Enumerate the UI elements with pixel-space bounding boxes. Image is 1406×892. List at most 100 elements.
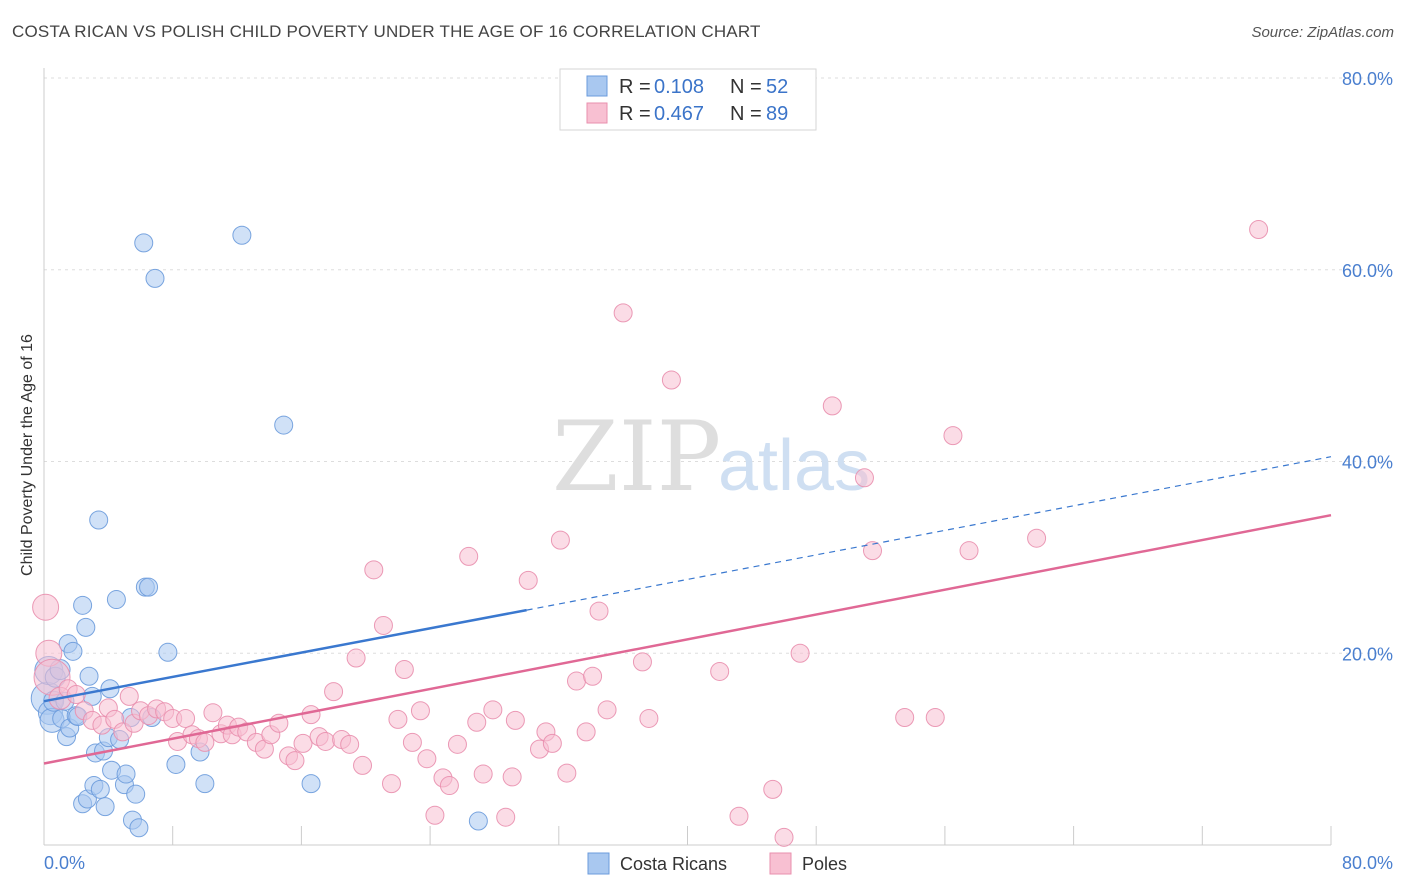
poles-point (1249, 219, 1269, 239)
y-tick-labels: 80.0% 60.0% 40.0% 20.0% (1342, 69, 1393, 664)
costa-ricans-point (274, 415, 294, 435)
poles-point (346, 648, 366, 668)
trend-lines (43, 456, 1332, 765)
source-attribution: Source: ZipAtlas.com (1251, 24, 1394, 41)
costa-ricans-point (126, 784, 146, 804)
bottom-legend-label-poles: Poles (802, 854, 847, 874)
poles-point (483, 700, 503, 720)
series-legend: Costa Ricans Poles (587, 852, 847, 875)
poles-point (925, 707, 945, 727)
legend-r-value-costa: 0.108 (654, 76, 704, 98)
poles-point (542, 733, 562, 753)
legend-n-label-costa: N = (730, 76, 762, 98)
poles-point (854, 468, 874, 488)
poles-point (459, 546, 479, 566)
costa-ricans-point (139, 577, 159, 597)
poles-trend-line (43, 513, 1332, 765)
poles-point (402, 732, 422, 752)
poles-point (425, 805, 445, 825)
poles-points (32, 219, 1269, 847)
poles-point (353, 755, 373, 775)
poles-point (661, 370, 681, 390)
poles-point (473, 764, 493, 784)
poles-point (863, 541, 883, 561)
x-tick-label-min: 0.0% (44, 853, 85, 873)
poles-point (203, 703, 223, 723)
poles-point (729, 806, 749, 826)
chart-title: COSTA RICAN VS POLISH CHILD POVERTY UNDE… (12, 22, 761, 41)
poles-point (943, 426, 963, 446)
costa-ricans-point (90, 779, 110, 799)
poles-point (496, 807, 516, 827)
legend-n-label-poles: N = (730, 103, 762, 125)
poles-point (639, 708, 659, 728)
costa-ricans-point (301, 774, 321, 794)
poles-point (301, 705, 321, 725)
bottom-legend-swatch-poles (769, 852, 792, 875)
legend-swatch-costa-ricans (586, 75, 608, 97)
legend-r-label-poles: R = (619, 103, 651, 125)
costa-ricans-point (95, 797, 115, 817)
poles-point (583, 666, 603, 686)
poles-point (576, 722, 596, 742)
costa-ricans-point (63, 641, 83, 661)
grid-lines (44, 77, 1394, 654)
x-tick-label-max: 80.0% (1342, 853, 1393, 873)
poles-point (195, 732, 215, 752)
costa-ricans-point (76, 617, 96, 637)
costa-ricans-trend-line (43, 608, 527, 703)
poles-point (176, 708, 196, 728)
poles-point (447, 734, 467, 754)
poles-point (1027, 528, 1047, 548)
poles-point (381, 774, 401, 794)
bottom-legend-swatch-costa-ricans (587, 852, 610, 875)
watermark: ZIP atlas (552, 401, 870, 513)
legend-r-value-poles: 0.467 (654, 103, 704, 125)
poles-point (632, 652, 652, 672)
costa-ricans-point (129, 818, 149, 838)
legend-swatch-poles (586, 102, 608, 124)
x-axis-ticks (172, 826, 1332, 845)
legend-n-value-poles: 89 (766, 103, 788, 125)
poles-point (710, 661, 730, 681)
costa-ricans-point (195, 774, 215, 794)
poles-point (505, 710, 525, 730)
poles-point (557, 763, 577, 783)
poles-point (373, 615, 393, 635)
poles-point (518, 570, 538, 590)
poles-point (613, 303, 633, 323)
poles-point (790, 643, 810, 663)
poles-point (285, 751, 305, 771)
costa-ricans-point (79, 666, 99, 686)
costa-ricans-point (116, 764, 136, 784)
poles-point (566, 671, 586, 691)
poles-point (324, 682, 344, 702)
costa-ricans-trend-extension (526, 456, 1332, 611)
legend-n-value-costa: 52 (766, 76, 788, 98)
watermark-atlas: atlas (718, 426, 870, 506)
poles-point (589, 601, 609, 621)
costa-ricans-point (89, 510, 109, 530)
costa-ricans-point (73, 595, 93, 615)
poles-point (822, 396, 842, 416)
costa-ricans-point (232, 225, 252, 245)
y-tick-label: 80.0% (1342, 69, 1393, 89)
costa-ricans-point (134, 233, 154, 253)
poles-point (774, 827, 794, 847)
costa-ricans-point (145, 268, 165, 288)
poles-point (119, 686, 139, 706)
poles-point (763, 779, 783, 799)
poles-point (895, 707, 915, 727)
poles-point (467, 712, 487, 732)
poles-point (597, 700, 617, 720)
poles-point (417, 749, 437, 769)
poles-point (316, 731, 336, 751)
watermark-zip: ZIP (552, 401, 721, 513)
bottom-legend-label-costa-ricans: Costa Ricans (620, 854, 727, 874)
legend-r-label-costa: R = (619, 76, 651, 98)
y-tick-label: 60.0% (1342, 261, 1393, 281)
costa-ricans-point (158, 642, 178, 662)
poles-point (340, 734, 360, 754)
poles-point (394, 660, 414, 680)
poles-point (502, 767, 522, 787)
